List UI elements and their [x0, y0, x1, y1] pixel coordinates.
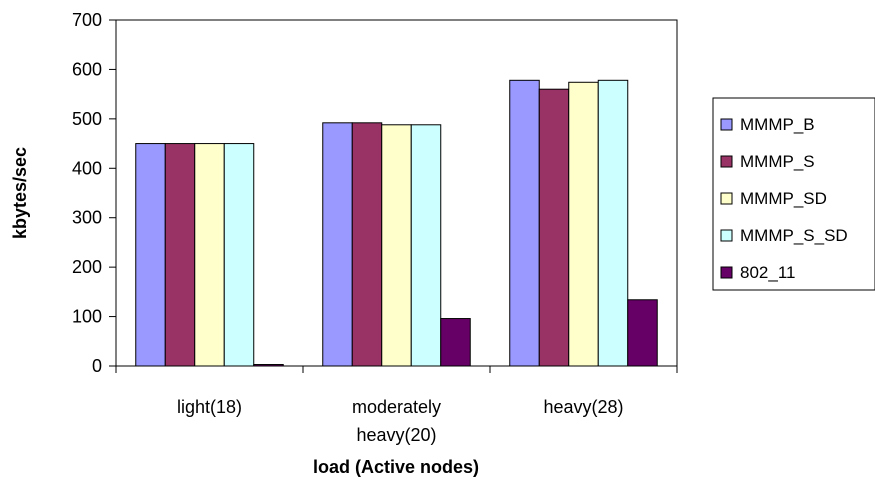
bars: [135, 79, 658, 367]
legend: MMMP_B MMMP_S MMMP_SD MMMP_S_SD 802_11: [712, 97, 875, 291]
legend-swatch: [720, 155, 733, 168]
y-tick-label: 700: [72, 10, 102, 30]
bar-802-11: [440, 318, 471, 367]
bar-802-11: [627, 299, 658, 367]
y-tick-label: 200: [72, 257, 102, 277]
legend-swatch: [720, 266, 733, 279]
legend-swatch: [720, 118, 733, 131]
y-tick-label: 300: [72, 208, 102, 228]
y-tick-label: 500: [72, 109, 102, 129]
bar-mmmp-b: [322, 122, 353, 367]
bar-mmmp-s-sd: [597, 79, 629, 367]
x-tick-label-line: heavy(20): [356, 425, 436, 445]
legend-swatch: [720, 229, 733, 242]
x-tick-label: moderately heavy(20): [352, 397, 441, 445]
legend-frame: [712, 97, 875, 291]
y-axis-label: kbytes/sec: [10, 147, 30, 239]
bar-mmmp-b: [509, 79, 540, 367]
y-tick-label: 400: [72, 158, 102, 178]
axes: [109, 19, 678, 373]
bar-mmmp-s: [538, 88, 570, 367]
y-tick-label: 0: [92, 356, 102, 376]
x-axis-label: load (Active nodes): [313, 457, 479, 477]
bar-mmmp-s-sd: [223, 143, 255, 367]
x-tick-label-line: light(18): [177, 397, 242, 417]
legend-label: MMMP_S_SD: [740, 226, 848, 245]
y-tick-label: 100: [72, 307, 102, 327]
legend-label: MMMP_SD: [740, 189, 827, 208]
bar-mmmp-s-sd: [410, 124, 442, 367]
x-tick-label: light(18): [177, 397, 242, 417]
x-tick-labels: light(18) moderately heavy(20) heavy(28): [177, 397, 624, 445]
legend-label: 802_11: [740, 263, 795, 282]
bar-mmmp-s: [164, 143, 196, 367]
legend-swatch: [720, 192, 733, 205]
bar-mmmp-s: [351, 122, 383, 367]
x-tick-label-line: heavy(28): [543, 397, 623, 417]
y-tick-labels: 0 100 200 300 400 500 600 700: [72, 10, 102, 376]
y-tick-label: 600: [72, 59, 102, 79]
bar-mmmp-sd: [568, 81, 599, 367]
x-tick-label-line: moderately: [352, 397, 441, 417]
bar-mmmp-sd: [381, 124, 412, 367]
bar-mmmp-sd: [194, 143, 225, 367]
legend-label: MMMP_S: [740, 152, 815, 171]
bar-mmmp-b: [135, 143, 166, 367]
x-tick-label: heavy(28): [543, 397, 623, 417]
legend-label: MMMP_B: [740, 115, 815, 134]
